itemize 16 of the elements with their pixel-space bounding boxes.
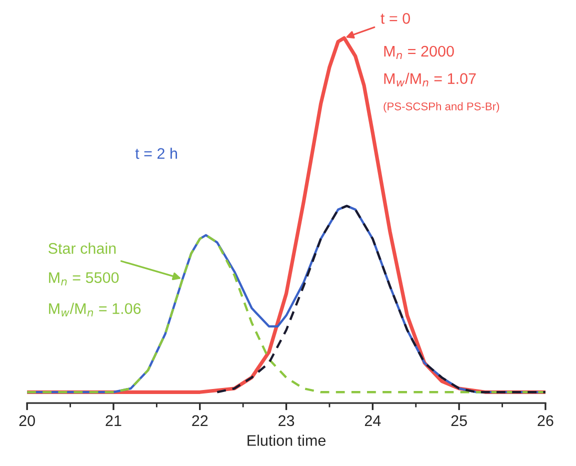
- annotation: (PS-SCSPh and PS-Br): [384, 102, 500, 113]
- x-tick-label: 23: [278, 415, 294, 426]
- annotation: t = 0: [380, 13, 410, 24]
- x-axis-title: Elution time: [248, 434, 326, 446]
- x-tick-label: 22: [192, 415, 208, 426]
- x-tick-label: 25: [451, 415, 467, 426]
- annotation: t = 2 h: [135, 148, 177, 159]
- annotation: M$_{w}$/M$_{n}$ = 1.07: [384, 72, 476, 86]
- x-tick-label: 20: [19, 415, 35, 426]
- annotation: M$_{n}$ = 5500: [49, 272, 119, 286]
- annotation: M$_{w}$/M$_{n}$ = 1.06: [49, 302, 141, 316]
- x-tick-label: 24: [364, 415, 381, 426]
- x-tick-label: 21: [106, 415, 122, 426]
- x-tick-label: 26: [538, 415, 554, 426]
- annotation: M$_{n}$ = 2000: [384, 46, 454, 60]
- annotation: Star chain: [48, 242, 116, 254]
